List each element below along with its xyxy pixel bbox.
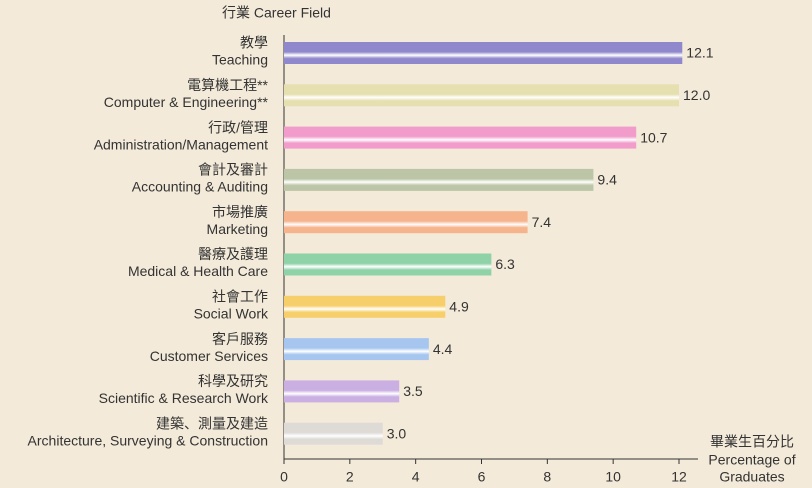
value-label: 9.4 [597,172,617,188]
bar [284,295,446,318]
category-label-zh: 社會工作 [212,289,268,305]
category-label-en: Marketing [207,221,268,237]
y-axis-title: 行業 Career Field [222,5,331,21]
x-tick-label: 10 [605,469,621,485]
x-tick-label: 4 [412,469,420,485]
bar [284,380,400,403]
category-label-zh: 電算機工程** [187,77,268,93]
value-label: 3.0 [387,425,407,441]
category-label-en: Medical & Health Care [128,263,268,279]
x-axis-title: Percentage of [708,452,795,468]
value-label: 7.4 [532,214,552,230]
x-tick-label: 2 [346,469,354,485]
value-label: 4.9 [449,299,469,315]
category-label-en: Scientific & Research Work [99,390,269,406]
category-label-en: Administration/Management [94,136,268,152]
category-label-en: Accounting & Auditing [132,179,268,195]
value-label: 12.1 [686,45,713,61]
x-tick-label: 0 [280,469,288,485]
category-label-zh: 科學及研究 [198,373,268,389]
category-label-zh: 醫療及護理 [198,246,268,262]
value-label: 10.7 [640,129,667,145]
category-label-en: Computer & Engineering** [104,94,269,110]
category-label-en: Social Work [194,306,269,322]
bar [284,126,637,149]
bar [284,84,679,107]
bar [284,168,594,191]
value-label: 12.0 [683,87,710,103]
category-label-en: Teaching [212,52,268,68]
bar [284,211,528,234]
x-axis-title: Graduates [719,469,784,485]
bar [284,42,683,64]
category-label-zh: 行政/管理 [208,119,268,135]
category-label-zh: 會計及審計 [198,162,268,178]
category-label-zh: 建築、測量及建造 [156,415,268,431]
category-label-en: Customer Services [150,348,268,364]
bar [284,338,429,361]
x-axis-title: 畢業生百分比 [710,434,794,450]
bar [284,422,383,445]
x-tick-label: 8 [543,469,551,485]
category-label-zh: 教學 [240,35,268,51]
x-tick-label: 12 [671,469,687,485]
x-tick-label: 6 [478,469,486,485]
value-label: 3.5 [403,383,423,399]
category-label-en: Architecture, Surveying & Construction [28,432,268,448]
category-label-zh: 市場推廣 [212,204,268,220]
value-label: 4.4 [433,341,453,357]
category-label-zh: 客戶服務 [212,331,268,347]
value-label: 6.3 [495,256,515,272]
bar [284,253,492,276]
